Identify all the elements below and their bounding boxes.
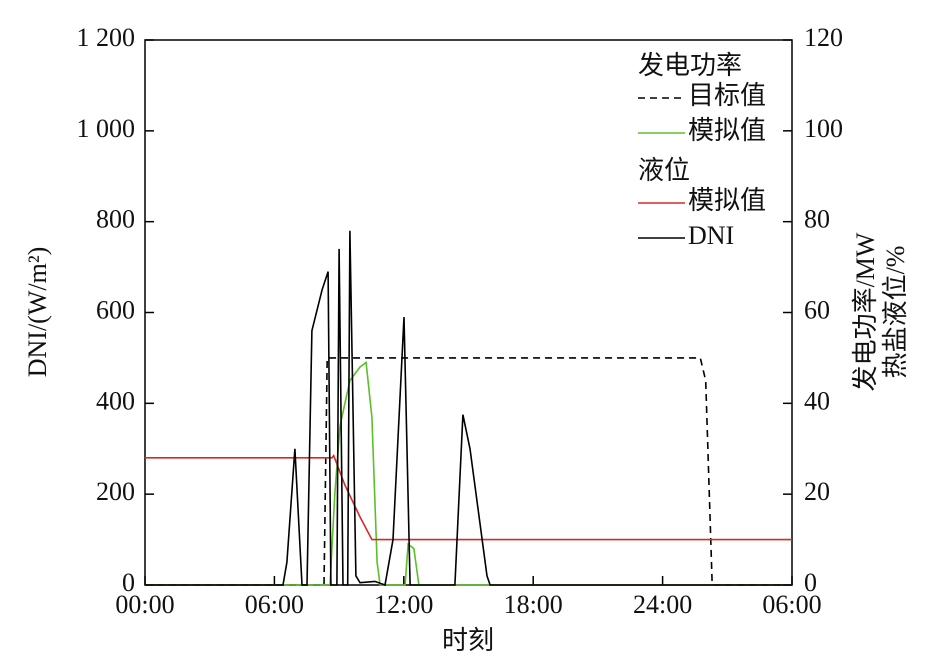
y2-axis-label: 热盐液位/% xyxy=(881,246,910,379)
y2-tick-label: 40 xyxy=(804,386,830,415)
x-tick-label: 24:00 xyxy=(633,590,692,619)
y-tick-label: 400 xyxy=(96,386,135,415)
series-line xyxy=(145,357,792,586)
series-line xyxy=(145,453,792,541)
x-axis-label: 时刻 xyxy=(442,626,494,655)
x-tick-label: 00:00 xyxy=(115,590,174,619)
x-tick-label: 06:00 xyxy=(762,590,821,619)
y-tick-label: 0 xyxy=(122,568,135,597)
y2-tick-label: 80 xyxy=(804,205,830,234)
y-tick-label: 200 xyxy=(96,477,135,506)
legend-label: 模拟值 xyxy=(688,116,766,145)
y2-tick-label: 20 xyxy=(804,477,830,506)
legend-title: 发电功率 xyxy=(638,51,742,80)
legend-title: 液位 xyxy=(638,156,690,185)
y-tick-label: 1 200 xyxy=(77,23,136,52)
x-tick-label: 18:00 xyxy=(504,590,563,619)
x-tick-label: 12:00 xyxy=(374,590,433,619)
series-line xyxy=(145,361,792,586)
y2-tick-label: 0 xyxy=(804,568,817,597)
series-line xyxy=(145,230,792,587)
x-tick-label: 06:00 xyxy=(245,590,304,619)
y2-tick-label: 60 xyxy=(804,295,830,324)
legend-label: 目标值 xyxy=(688,81,766,110)
y2-tick-label: 120 xyxy=(804,23,843,52)
legend-label: 模拟值 xyxy=(688,186,766,215)
y-tick-label: 600 xyxy=(96,295,135,324)
y-tick-label: 1 000 xyxy=(77,114,136,143)
y2-axis-label: 发电功率/MW xyxy=(851,232,880,391)
y-tick-label: 800 xyxy=(96,205,135,234)
legend-label: DNI xyxy=(688,221,734,250)
y-axis-label: DNI/(W/m²) xyxy=(23,247,52,378)
y2-tick-label: 100 xyxy=(804,114,843,143)
